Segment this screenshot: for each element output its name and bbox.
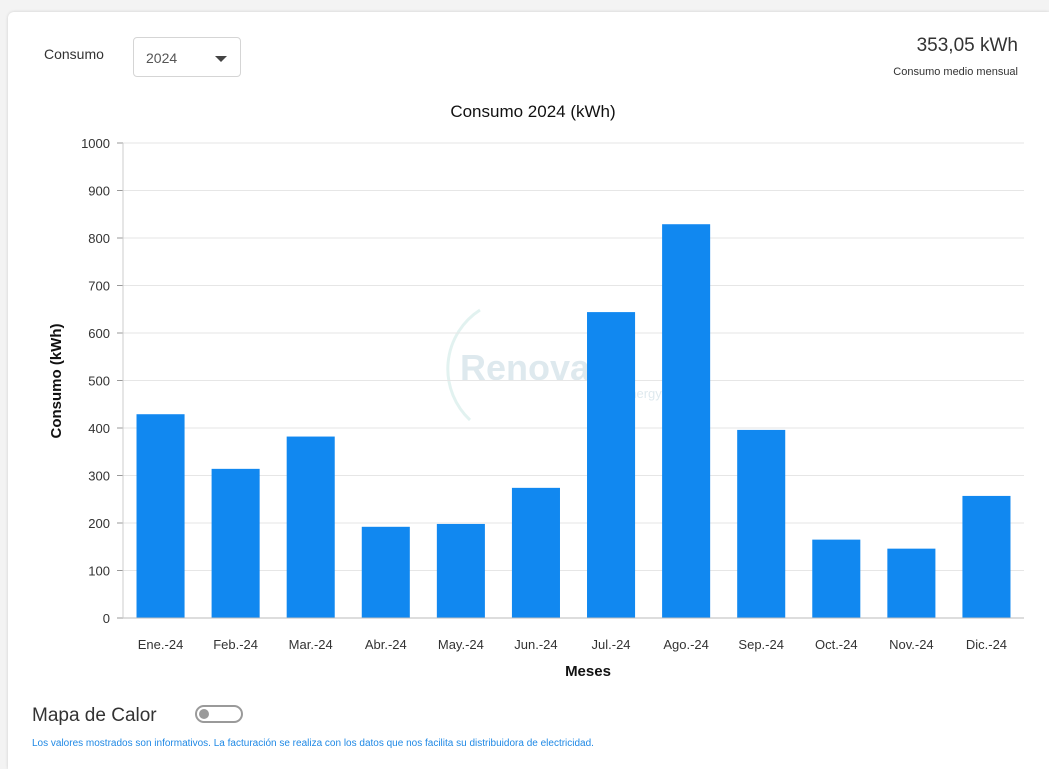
y-axis: 0 100 200 300 400 500 600 700 800 900 1000 — [81, 136, 124, 626]
watermark-logo: Renovae energy — [446, 308, 662, 422]
y-tick-label: 900 — [88, 184, 110, 199]
x-tick-label: Mar.-24 — [289, 637, 333, 652]
y-tick-label: 200 — [88, 516, 110, 531]
toggle-knob — [199, 709, 209, 719]
x-tick-label: Ago.-24 — [663, 637, 709, 652]
x-tick-label: Dic.-24 — [966, 637, 1007, 652]
heatmap-toggle[interactable] — [195, 705, 243, 723]
y-tick-label: 400 — [88, 421, 110, 436]
y-tick-label: 1000 — [81, 136, 110, 151]
x-tick-label: Ene.-24 — [138, 637, 184, 652]
bar-Dic.-24[interactable] — [962, 495, 1011, 618]
x-tick-label: May.-24 — [438, 637, 484, 652]
watermark-brand: Renovae — [460, 347, 610, 388]
y-tick-label: 800 — [88, 231, 110, 246]
bar-Ene.-24[interactable] — [136, 414, 185, 618]
year-select-value: 2024 — [146, 50, 178, 66]
y-tick-label: 300 — [88, 469, 110, 484]
average-consumption-caption: Consumo medio mensual — [893, 66, 1018, 78]
bar-May.-24[interactable] — [436, 523, 485, 618]
watermark-arc — [446, 308, 481, 422]
heatmap-label: Mapa de Calor — [32, 705, 157, 726]
chart-title: Consumo 2024 (kWh) — [450, 102, 615, 121]
bar-Sep.-24[interactable] — [737, 429, 786, 618]
x-tick-label: Feb.-24 — [213, 637, 258, 652]
y-tick-label: 700 — [88, 279, 110, 294]
y-tick-label: 500 — [88, 374, 110, 389]
disclaimer-text: Los valores mostrados son informativos. … — [32, 738, 594, 749]
bars-layer — [136, 224, 1011, 618]
x-tick-label: Nov.-24 — [889, 637, 934, 652]
bar-Mar.-24[interactable] — [286, 436, 335, 618]
bar-Jun.-24[interactable] — [511, 487, 560, 618]
y-axis-title: Consumo (kWh) — [48, 324, 65, 439]
x-tick-label: Abr.-24 — [365, 637, 407, 652]
y-tick-label: 100 — [88, 564, 110, 579]
caret-down-icon — [215, 56, 227, 62]
bar-Abr.-24[interactable] — [361, 526, 410, 618]
consumption-card — [8, 12, 1049, 769]
bar-Ago.-24[interactable] — [662, 224, 711, 618]
x-axis: Ene.-24 Feb.-24 Mar.-24 Abr.-24 May.-24 Jun.-… — [123, 617, 1024, 652]
average-consumption-value: 353,05 kWh — [916, 35, 1018, 56]
y-tick-label: 0 — [103, 611, 110, 626]
x-tick-label: Jun.-24 — [514, 637, 557, 652]
bar-Jul.-24[interactable] — [587, 312, 636, 618]
bar-Oct.-24[interactable] — [812, 539, 861, 618]
bar-Nov.-24[interactable] — [887, 548, 936, 618]
y-tick-label: 600 — [88, 326, 110, 341]
year-select[interactable]: 2024 — [133, 37, 241, 77]
x-tick-label: Sep.-24 — [738, 637, 784, 652]
consumption-bar-chart: Renovae energy Consumo 2024 (kWh) Ene.-2… — [48, 102, 1024, 680]
x-axis-title: Meses — [565, 663, 611, 680]
x-tick-label: Oct.-24 — [815, 637, 858, 652]
x-tick-label: Jul.-24 — [592, 637, 631, 652]
bar-Feb.-24[interactable] — [211, 468, 260, 618]
consumo-label: Consumo — [44, 46, 104, 62]
